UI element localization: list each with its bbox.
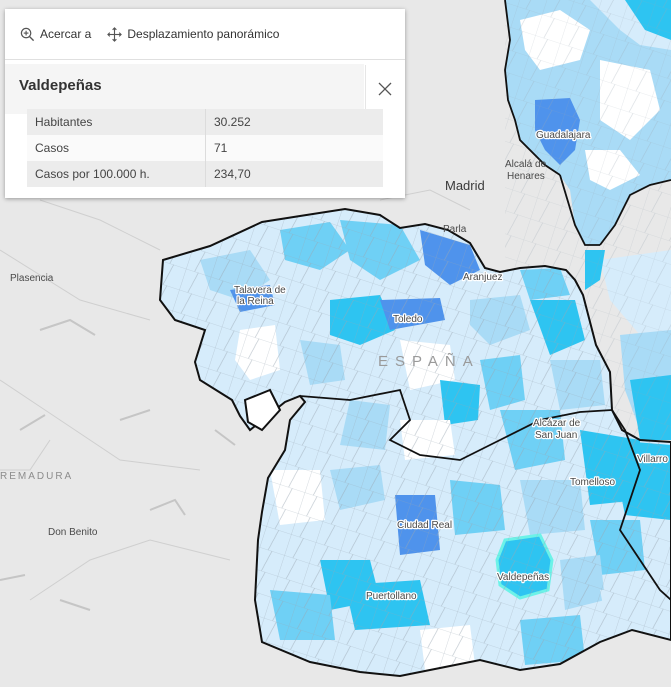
close-icon — [378, 82, 392, 96]
label-valdepenas: Valdepeñas — [497, 572, 549, 583]
label-ciudad-real: Ciudad Real — [397, 520, 452, 531]
close-button[interactable] — [365, 65, 404, 113]
label-talavera-1: Talavera de — [234, 285, 286, 296]
label-villarrobledo: Villarro — [637, 454, 668, 465]
label-plasencia: Plasencia — [10, 273, 54, 284]
label-madrid: Madrid — [445, 178, 485, 193]
map-labels: Madrid Parla Alcalá de Henares Guadalaja… — [0, 129, 670, 604]
label-toledo: Toledo — [393, 314, 423, 325]
attribute-value: 234,70 — [205, 161, 383, 187]
popup-header — [5, 64, 364, 114]
label-tomelloso: Tomelloso — [570, 477, 615, 488]
attribute-name: Casos por 100.000 h. — [27, 161, 206, 187]
attribute-name: Habitantes — [27, 109, 206, 135]
pan-icon — [107, 26, 123, 42]
label-don-benito: Don Benito — [48, 527, 98, 538]
pan-label: Desplazamiento panorámico — [127, 27, 280, 41]
table-row: Casos 71 — [27, 135, 383, 161]
attribute-value: 30.252 — [205, 109, 383, 135]
popup-title: Valdepeñas — [19, 77, 102, 94]
terrain-relief — [0, 318, 236, 611]
attribute-table: Habitantes 30.252 Casos 71 Casos por 100… — [27, 109, 383, 187]
pan-button[interactable]: Desplazamiento panorámico — [107, 26, 280, 42]
popup-actions: Acercar a Desplazamiento panorámico — [5, 9, 405, 60]
label-parla: Parla — [443, 224, 467, 235]
label-alcazar-2: San Juan — [535, 430, 577, 441]
zoom-in-icon — [20, 27, 35, 41]
label-alcala-2: Henares — [507, 171, 545, 182]
zoom-to-label: Acercar a — [40, 27, 92, 41]
table-row: Casos por 100.000 h. 234,70 — [27, 161, 383, 187]
label-extremadura: REMADURA — [0, 471, 73, 482]
label-talavera-2: la Reina — [237, 296, 274, 307]
label-alcala-1: Alcalá de — [505, 159, 547, 170]
label-alcazar-1: Alcázar de — [533, 418, 581, 429]
label-guadalajara: Guadalajara — [536, 130, 591, 141]
label-espana: ESPAÑA — [378, 353, 480, 370]
table-row: Habitantes 30.252 — [27, 109, 383, 135]
label-aranjuez: Aranjuez — [463, 272, 502, 283]
feature-popup: Acercar a Desplazamiento panorámico Vald… — [5, 9, 405, 198]
attribute-name: Casos — [27, 135, 206, 161]
label-puertollano: Puertollano — [366, 591, 417, 602]
attribute-value: 71 — [205, 135, 383, 161]
zoom-to-button[interactable]: Acercar a — [20, 27, 91, 42]
